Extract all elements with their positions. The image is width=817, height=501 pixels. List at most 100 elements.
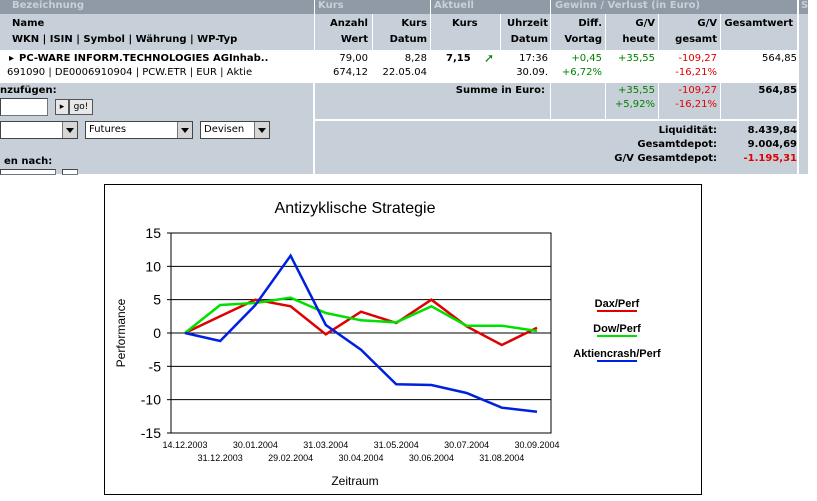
devisen-select[interactable]: Devisen xyxy=(200,121,270,139)
y-tick-label: 15 xyxy=(145,225,161,241)
x-tick-label: 31.03.2004 xyxy=(303,440,348,450)
go-button[interactable]: go! xyxy=(69,99,93,115)
series-line-dow-perf xyxy=(184,296,538,334)
group-header-kurs: Kurs xyxy=(318,0,344,11)
summe-gv-gesamt: -109,27 xyxy=(678,85,717,96)
totals-panel: Liquidität: 8.439,84 Gesamtdepot: 9.004,… xyxy=(315,121,797,174)
row-gesamtwert: 564,85 xyxy=(762,53,797,64)
row-wert: 674,12 xyxy=(333,67,368,78)
chart-svg: Antizyklische Strategie 15 10 5 0 -5 -10 -15 1… xyxy=(114,200,661,488)
x-tick-label: 31.08.2004 xyxy=(479,453,524,463)
separator xyxy=(658,14,659,50)
gesamtdepot-label: Gesamtdepot: xyxy=(637,139,717,150)
col-datum: Datum xyxy=(510,34,548,45)
row-ids: 691090 | DE0006910904 | PCW.ETR | EUR | … xyxy=(7,67,253,78)
expand-arrow-icon[interactable]: ▸ xyxy=(9,53,15,64)
row-gv-heute: +35,55 xyxy=(617,53,655,64)
add-panel: nzufügen: ▸ go! Futures Devisen en nach: xyxy=(0,83,313,175)
group-header-bar: Bezeichnung Kurs Aktuell Gewinn / Verlus… xyxy=(0,0,797,14)
separator xyxy=(720,14,721,50)
gesamtdepot-value: 9.004,69 xyxy=(747,139,797,150)
category-select[interactable] xyxy=(0,121,78,139)
x-tick-label: 14.12.2003 xyxy=(162,440,207,450)
performance-chart: Antizyklische Strategie 15 10 5 0 -5 -10 -15 1… xyxy=(104,184,702,495)
col-uhrzeit: Uhrzeit xyxy=(507,18,548,29)
chevron-down-icon[interactable] xyxy=(177,122,192,138)
x-tick-label: 29.02.2004 xyxy=(268,453,313,463)
row-gv-gesamt: -109,27 xyxy=(678,53,717,64)
table-row[interactable]: ▸ PC-WARE INFORM.TECHNOLOGIES AGInhab.. … xyxy=(0,50,797,83)
y-tick-label: -5 xyxy=(149,358,162,374)
x-tick-label: 30.07.2004 xyxy=(444,440,489,450)
legend-label: Dow/Perf xyxy=(593,323,641,335)
row-diff-pct: +6,72% xyxy=(561,67,602,78)
liquiditaet-label: Liquidität: xyxy=(658,125,717,136)
separator xyxy=(605,14,606,50)
separator xyxy=(605,83,606,119)
gv-gesamtdepot-value: -1.195,31 xyxy=(743,153,798,164)
chevron-down-icon[interactable] xyxy=(254,122,269,138)
arrow-right-icon[interactable]: ▸ xyxy=(55,99,69,115)
row-datum: 30.09. xyxy=(516,67,548,78)
group-header-gewinn: Gewinn / Verlust (in Euro) xyxy=(555,0,701,11)
separator xyxy=(550,83,551,119)
x-tick-label: 30.09.2004 xyxy=(514,440,559,450)
futures-select-value: Futures xyxy=(89,124,127,135)
separator xyxy=(314,0,315,50)
x-tick-label: 30.04.2004 xyxy=(338,453,383,463)
separator xyxy=(720,83,721,119)
col-gesamtwert: Gesamtwert xyxy=(724,18,793,29)
devisen-select-value: Devisen xyxy=(204,124,245,135)
group-header-s: S xyxy=(799,0,808,14)
liquiditaet-value: 8.439,84 xyxy=(747,125,797,136)
col-kurs-datum: Datum xyxy=(389,34,427,45)
sort-select[interactable] xyxy=(0,169,56,175)
summe-label: Summe in Euro: xyxy=(455,85,545,96)
x-tick-label: 31.05.2004 xyxy=(374,440,419,450)
col-anzahl: Anzahl xyxy=(330,18,368,29)
col-gv-heute: heute xyxy=(622,34,655,45)
col-gv-gesamt: G/V xyxy=(697,18,717,29)
series-line-aktiencrash-perf xyxy=(184,253,538,413)
series-line-dax-perf xyxy=(184,298,538,347)
legend-label: Dax/Perf xyxy=(595,298,640,310)
col-wert: Wert xyxy=(340,34,368,45)
col-gv-gesamt-2: gesamt xyxy=(675,34,717,45)
column-header-s xyxy=(799,14,808,51)
futures-select[interactable]: Futures xyxy=(85,121,193,139)
x-tick-label: 30.06.2004 xyxy=(409,453,454,463)
y-axis-label: Performance xyxy=(114,298,128,367)
row-anzahl: 79,00 xyxy=(339,53,368,64)
add-label: nzufügen: xyxy=(0,85,57,96)
col-gv: G/V xyxy=(635,18,655,29)
col-diff: Diff. xyxy=(578,18,602,29)
add-input[interactable] xyxy=(0,98,48,116)
y-tick-label: -10 xyxy=(141,392,161,408)
separator xyxy=(550,0,551,50)
summe-gv-heute-pct: +5,92% xyxy=(614,99,655,110)
col-kurs: Kurs xyxy=(401,18,427,29)
row-kurs: 8,28 xyxy=(404,53,427,64)
row-gv-gesamt-pct: -16,21% xyxy=(675,67,717,78)
separator xyxy=(372,14,373,50)
chevron-down-icon[interactable] xyxy=(62,122,77,138)
sort-direction[interactable] xyxy=(62,169,78,175)
x-tick-label: 31.12.2003 xyxy=(198,453,243,463)
separator xyxy=(430,0,431,50)
y-tick-label: 10 xyxy=(145,258,161,274)
row-akt-kurs: 7,15 xyxy=(446,53,471,64)
row-diff: +0,45 xyxy=(571,53,602,64)
group-header-s-label: S xyxy=(801,0,809,11)
separator xyxy=(500,14,501,50)
trend-up-arrow-icon: ➚ xyxy=(484,51,495,65)
col-sub: WKN | ISIN | Symbol | Währung | WP-Typ xyxy=(12,34,238,45)
summe-gv-heute: +35,55 xyxy=(617,85,655,96)
x-tick-label: 30.01.2004 xyxy=(233,440,278,450)
legend-label: Aktiencrash/Perf xyxy=(573,348,661,360)
separator xyxy=(658,83,659,119)
y-tick-label: 5 xyxy=(153,292,161,308)
summe-gesamtwert: 564,85 xyxy=(758,85,797,96)
y-tick-label: 0 xyxy=(153,325,161,341)
portfolio-table: Bezeichnung Kurs Aktuell Gewinn / Verlus… xyxy=(0,0,808,175)
row-name[interactable]: PC-WARE INFORM.TECHNOLOGIES AGInhab.. xyxy=(19,53,269,64)
